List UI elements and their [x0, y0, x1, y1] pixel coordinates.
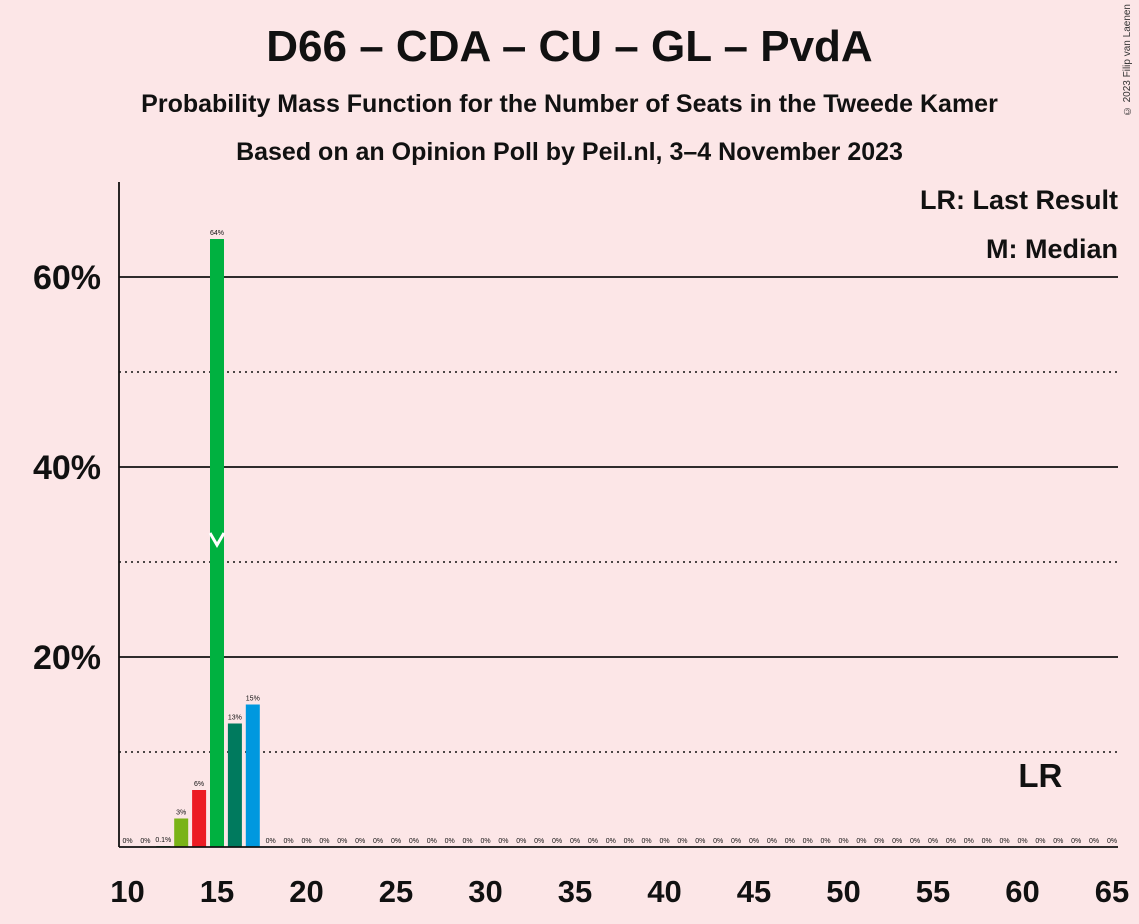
bar-label-seat-23: 0% — [355, 838, 365, 845]
x-tick-label: 35 — [558, 874, 592, 909]
x-tick-label: 60 — [1005, 874, 1039, 909]
bar-label-seat-59: 0% — [1000, 838, 1010, 845]
x-tick-label: 20 — [289, 874, 323, 909]
last-result-label: LR — [1018, 757, 1062, 794]
bar-label-seat-13: 3% — [176, 810, 186, 817]
bar-label-seat-38: 0% — [624, 838, 634, 845]
median-chevron-icon — [208, 532, 226, 548]
bar-label-seat-49: 0% — [821, 838, 831, 845]
bar-label-seat-47: 0% — [785, 838, 795, 845]
bar-label-seat-65: 0% — [1107, 838, 1117, 845]
bar-label-seat-31: 0% — [498, 838, 508, 845]
y-tick-labels: 20% 40% 60% — [33, 259, 101, 677]
bar-label-seat-40: 0% — [659, 838, 669, 845]
bar-label-seat-43: 0% — [713, 838, 723, 845]
bar-label-seat-18: 0% — [266, 838, 276, 845]
bar-label-seat-32: 0% — [516, 838, 526, 845]
x-tick-label: 45 — [737, 874, 771, 909]
bar-label-seat-61: 0% — [1035, 838, 1045, 845]
bar-label-seat-29: 0% — [463, 838, 473, 845]
x-tick-label: 50 — [826, 874, 860, 909]
bar-label-seat-17: 15% — [246, 696, 260, 703]
bar-seat-14 — [192, 790, 207, 847]
bar-label-seat-25: 0% — [391, 838, 401, 845]
bar-seat-17 — [245, 704, 260, 847]
bar-label-seat-21: 0% — [319, 838, 329, 845]
legend-median: M: Median — [986, 234, 1118, 264]
x-tick-label: 30 — [468, 874, 502, 909]
bar-label-seat-30: 0% — [480, 838, 490, 845]
bar-label-seat-57: 0% — [964, 838, 974, 845]
bar-label-seat-27: 0% — [427, 838, 437, 845]
bar-label-seat-10: 0% — [122, 838, 132, 845]
axes — [118, 182, 1118, 848]
bar-label-seat-19: 0% — [284, 838, 294, 845]
chart-source-subtitle: Based on an Opinion Poll by Peil.nl, 3–4… — [236, 138, 903, 166]
median-marker — [208, 532, 226, 548]
bar-label-seat-14: 6% — [194, 781, 204, 788]
bar-label-seat-44: 0% — [731, 838, 741, 845]
x-tick-label: 25 — [379, 874, 413, 909]
bar-label-seat-34: 0% — [552, 838, 562, 845]
bar-label-seat-33: 0% — [534, 838, 544, 845]
bar-seat-13 — [174, 818, 189, 847]
x-tick-label: 10 — [110, 874, 144, 909]
bar-label-seat-35: 0% — [570, 838, 580, 845]
y-tick-label: 40% — [33, 449, 101, 487]
bar-label-seat-58: 0% — [982, 838, 992, 845]
x-tick-label: 65 — [1095, 874, 1129, 909]
y-tick-label: 20% — [33, 639, 101, 677]
bar-label-seat-60: 0% — [1017, 838, 1027, 845]
bar-label-seat-28: 0% — [445, 838, 455, 845]
chart-title: D66 – CDA – CU – GL – PvdA — [266, 22, 873, 71]
y-tick-label: 60% — [33, 259, 101, 297]
bar-label-seat-41: 0% — [677, 838, 687, 845]
bar-label-seat-46: 0% — [767, 838, 777, 845]
bar-label-seat-63: 0% — [1071, 838, 1081, 845]
legend-last-result: LR: Last Result — [920, 185, 1118, 215]
x-tick-label: 15 — [200, 874, 234, 909]
bar-label-seat-36: 0% — [588, 838, 598, 845]
bar-label-seat-55: 0% — [928, 838, 938, 845]
bar-label-seat-62: 0% — [1053, 838, 1063, 845]
bar-label-seat-42: 0% — [695, 838, 705, 845]
bar-label-seat-52: 0% — [874, 838, 884, 845]
bar-label-seat-45: 0% — [749, 838, 759, 845]
bar-label-seat-48: 0% — [803, 838, 813, 845]
bar-label-seat-26: 0% — [409, 838, 419, 845]
bar-label-seat-51: 0% — [856, 838, 866, 845]
bar-label-seat-54: 0% — [910, 838, 920, 845]
x-tick-labels: 10 15 20 25 30 35 40 45 50 55 60 65 — [110, 874, 1129, 909]
x-tick-label: 55 — [916, 874, 950, 909]
bar-label-seat-37: 0% — [606, 838, 616, 845]
bar-label-seat-64: 0% — [1089, 838, 1099, 845]
bar-label-seat-20: 0% — [301, 838, 311, 845]
bar-label-seat-12: 0.1% — [155, 837, 171, 844]
bar-label-seat-50: 0% — [838, 838, 848, 845]
bar-seat-16 — [227, 723, 242, 847]
bar-label-seat-24: 0% — [373, 838, 383, 845]
bar-labels: 0% 0% 0.1% 3% 6% 64% 13% 15% 0% 0% 0% 0% 0% 0% 0% 0% 0% 0… — [122, 230, 1117, 845]
bar-label-seat-16: 13% — [228, 715, 242, 722]
bar-label-seat-56: 0% — [946, 838, 956, 845]
bar-label-seat-11: 0% — [140, 838, 150, 845]
bar-label-seat-39: 0% — [642, 838, 652, 845]
bar-label-seat-22: 0% — [337, 838, 347, 845]
bar-label-seat-15: 64% — [210, 230, 224, 237]
gridlines — [119, 276, 1118, 753]
x-tick-label: 40 — [647, 874, 681, 909]
chart-subtitle: Probability Mass Function for the Number… — [141, 90, 998, 118]
bar-label-seat-53: 0% — [892, 838, 902, 845]
bars — [156, 239, 260, 847]
